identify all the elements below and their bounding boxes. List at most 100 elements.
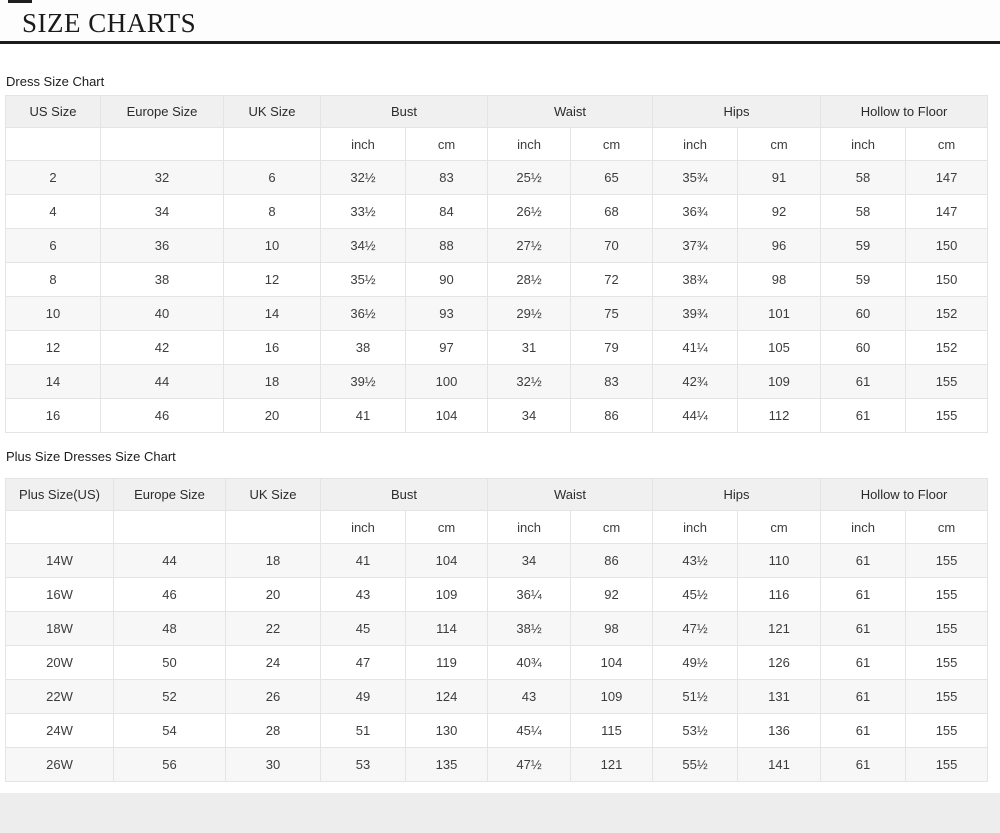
table-cell: 16 xyxy=(223,330,321,365)
table-cell: 6 xyxy=(5,228,101,263)
table-cell: 32 xyxy=(100,160,224,195)
table-cell: 16 xyxy=(5,398,101,433)
table-cell: 90 xyxy=(404,262,489,297)
table-cell: 51 xyxy=(320,713,406,748)
table-cell: 72 xyxy=(570,262,654,297)
table-cell: 60 xyxy=(820,330,907,365)
table-cell: 29½ xyxy=(487,296,572,331)
table-cell: 42 xyxy=(100,330,224,365)
table-row: 4 34 8 33½ 84 26½ 68 36¾ 92 58 147 xyxy=(5,194,989,229)
table-cell: 115 xyxy=(570,713,654,748)
table-row: 14 44 18 39½ 100 32½ 83 42¾ 109 61 155 xyxy=(5,364,989,399)
table-cell: 155 xyxy=(905,679,989,714)
table-cell: 34 xyxy=(487,398,572,433)
table-cell: 150 xyxy=(905,228,989,263)
table-cell: 38 xyxy=(320,330,406,365)
table-cell: 155 xyxy=(905,364,989,399)
table-cell: 47½ xyxy=(487,747,572,782)
table-row: 2 32 6 32½ 83 25½ 65 35¾ 91 58 147 xyxy=(5,160,989,195)
table-cell: 150 xyxy=(905,262,989,297)
table-cell: 40¾ xyxy=(487,645,572,680)
table-cell: 84 xyxy=(404,194,489,229)
table-row: 20W 50 24 47 119 40¾ 104 49½ 126 61 155 xyxy=(5,645,989,680)
table-cell: 26 xyxy=(225,679,321,714)
table-cell: 28 xyxy=(225,713,321,748)
table-cell: 38½ xyxy=(487,611,572,646)
page-header: SIZE CHARTS xyxy=(0,0,1000,44)
table-cell: 45¼ xyxy=(487,713,572,748)
table-cell: 86 xyxy=(570,398,654,433)
table-cell: 25½ xyxy=(487,160,572,195)
table-cell: 112 xyxy=(737,398,822,433)
empty-header-cell xyxy=(5,127,101,161)
table-cell: 46 xyxy=(113,577,226,612)
table-cell: 61 xyxy=(820,747,907,782)
table-cell: 135 xyxy=(404,747,489,782)
column-header: UK Size xyxy=(225,478,321,511)
table-cell: 24 xyxy=(225,645,321,680)
table-cell: 20 xyxy=(223,398,321,433)
table-cell: 43½ xyxy=(652,543,739,578)
table-cell: 53½ xyxy=(652,713,739,748)
table-row: 18W 48 22 45 114 38½ 98 47½ 121 61 155 xyxy=(5,611,989,646)
table-row: 14W 44 18 41 104 34 86 43½ 110 61 155 xyxy=(5,543,989,578)
table-cell: 155 xyxy=(905,543,989,578)
table-cell: 136 xyxy=(737,713,822,748)
column-header: Bust xyxy=(319,478,489,511)
table-cell: 119 xyxy=(404,645,489,680)
empty-header-cell xyxy=(5,510,114,544)
table-row: 16 46 20 41 104 34 86 44¼ 112 61 155 xyxy=(5,398,989,433)
column-header: Europe Size xyxy=(113,478,226,511)
table-cell: 104 xyxy=(570,645,654,680)
table-cell: 58 xyxy=(820,194,907,229)
table-cell: 37¾ xyxy=(652,228,739,263)
table-cell: 83 xyxy=(404,160,489,195)
table-row: 16W 46 20 43 109 36¼ 92 45½ 116 61 155 xyxy=(5,577,989,612)
table-cell: 86 xyxy=(570,543,654,578)
table-cell: 155 xyxy=(905,747,989,782)
table-cell: 109 xyxy=(404,577,489,612)
unit-header: inch xyxy=(820,510,907,544)
table-cell: 22 xyxy=(225,611,321,646)
unit-header: cm xyxy=(404,510,489,544)
table-cell: 83 xyxy=(570,364,654,399)
table-cell: 44 xyxy=(100,364,224,399)
column-header: UK Size xyxy=(223,95,321,128)
table-cell: 48 xyxy=(113,611,226,646)
table-cell: 88 xyxy=(404,228,489,263)
table-cell: 6 xyxy=(223,160,321,195)
table-cell: 147 xyxy=(905,194,989,229)
table-cell: 18W xyxy=(5,611,114,646)
unit-header: inch xyxy=(320,127,406,161)
table-cell: 100 xyxy=(404,364,489,399)
table-cell: 61 xyxy=(820,679,907,714)
table-cell: 104 xyxy=(404,398,489,433)
table-cell: 14 xyxy=(5,364,101,399)
table-cell: 61 xyxy=(820,611,907,646)
dress-size-table: US Size Europe Size UK Size Bust Waist Hips Ho… xyxy=(5,95,989,433)
empty-header-cell xyxy=(223,127,321,161)
table-row: 22W 52 26 49 124 43 109 51½ 131 61 155 xyxy=(5,679,989,714)
table-cell: 109 xyxy=(737,364,822,399)
table-cell: 42¾ xyxy=(652,364,739,399)
table-cell: 104 xyxy=(404,543,489,578)
table-cell: 59 xyxy=(820,262,907,297)
empty-header-cell xyxy=(225,510,321,544)
table-cell: 110 xyxy=(737,543,822,578)
table-cell: 131 xyxy=(737,679,822,714)
table-cell: 98 xyxy=(570,611,654,646)
table-cell: 61 xyxy=(820,577,907,612)
table-cell: 35½ xyxy=(320,262,406,297)
table-cell: 61 xyxy=(820,713,907,748)
column-header: Hollow to Floor xyxy=(820,95,989,128)
unit-header: cm xyxy=(570,127,654,161)
column-header: Bust xyxy=(319,95,489,128)
dress-chart-caption: Dress Size Chart xyxy=(6,74,105,89)
table-cell: 155 xyxy=(905,577,989,612)
table-cell: 28½ xyxy=(487,262,572,297)
table-cell: 14W xyxy=(5,543,114,578)
table-cell: 43 xyxy=(320,577,406,612)
unit-header: inch xyxy=(652,510,739,544)
table-cell: 91 xyxy=(737,160,822,195)
table-cell: 70 xyxy=(570,228,654,263)
